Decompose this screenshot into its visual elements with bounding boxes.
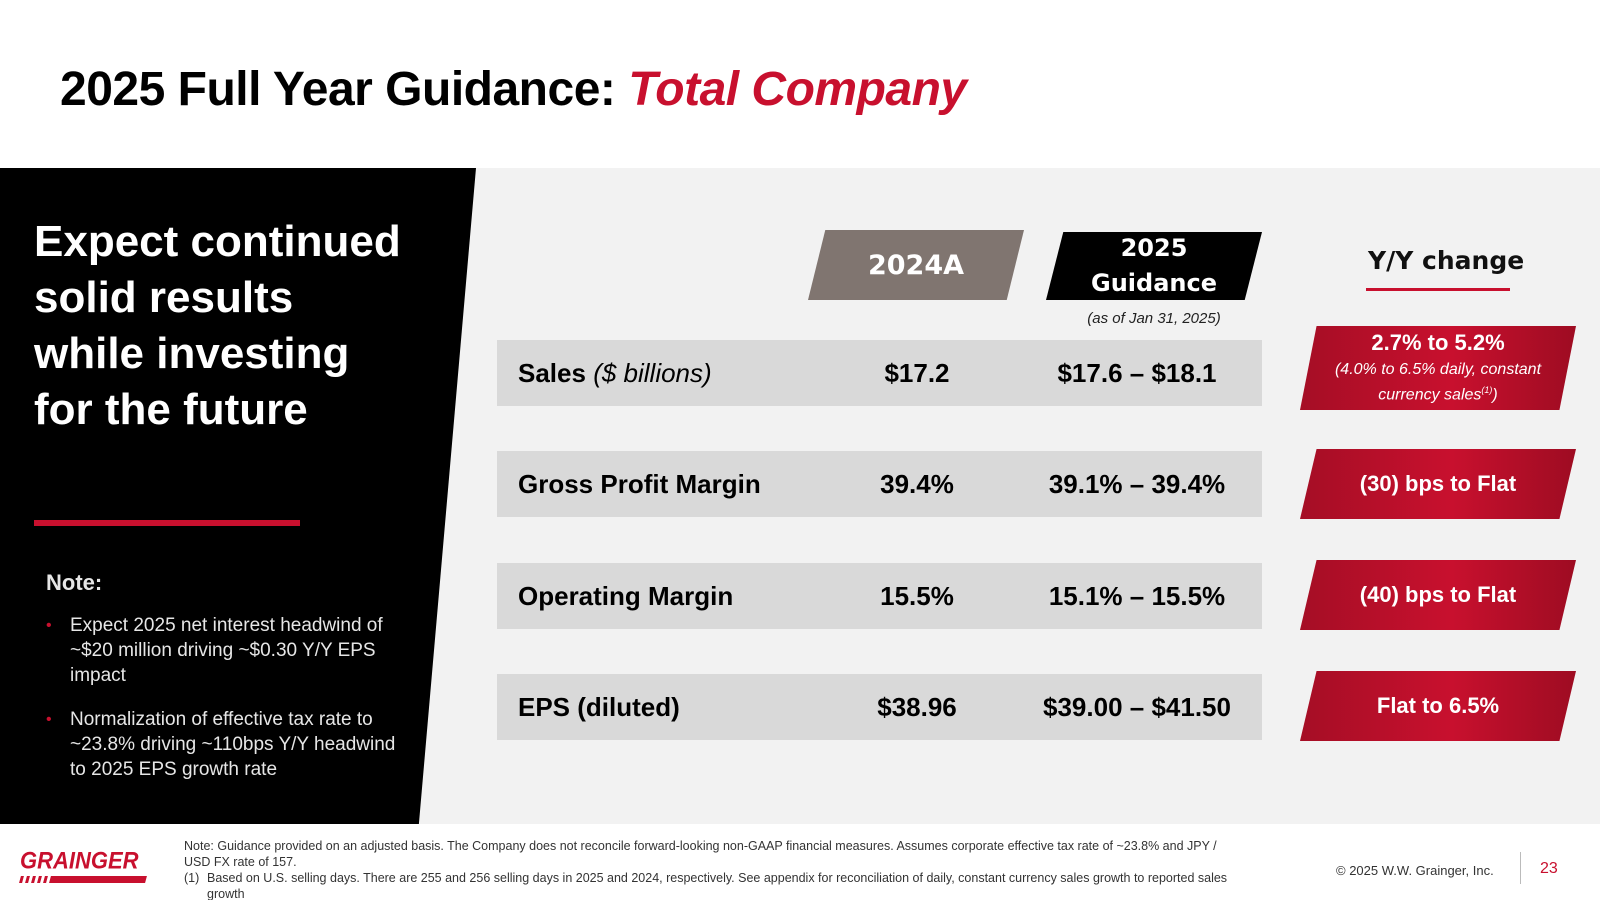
headline-underline <box>34 520 300 526</box>
value-2024a: 39.4% <box>880 469 954 499</box>
guidance-header-line1: 2025 <box>1120 234 1188 262</box>
headline: Expect continued solid results while inv… <box>34 217 401 434</box>
note-label: Note: <box>46 570 103 595</box>
yy-change-value: 2.7% to 5.2% <box>1371 330 1505 356</box>
copyright: © 2025 W.W. Grainger, Inc. <box>1336 863 1494 878</box>
value-2025-guidance: 15.1% – 15.5% <box>1048 581 1226 611</box>
yy-change-eps: Flat to 6.5% <box>1300 671 1576 741</box>
value-2025-guidance: 39.1% – 39.4% <box>1048 469 1226 499</box>
value-2025-guidance: $17.6 – $18.1 <box>1057 358 1217 388</box>
yy-change-note-end: ) <box>1492 386 1498 404</box>
note-bullet: Normalization of effective tax rate to ~… <box>46 707 396 782</box>
yy-change-note-text: (4.0% to 6.5% daily, constant currency s… <box>1334 361 1542 404</box>
table-row-sales: Sales ($ billions) $17.2 $17.6 – $18.1 <box>497 340 1262 406</box>
table-row-operating-margin: Operating Margin 15.5% 15.1% – 15.5% <box>497 563 1262 629</box>
logo-wordmark: GRAINGER <box>20 846 139 875</box>
footnote-text: Based on U.S. selling days. There are 25… <box>207 871 1228 900</box>
footnote-1: (1) Based on U.S. selling days. There ar… <box>184 870 1244 900</box>
footer-note: Note: Guidance provided on an adjusted b… <box>184 839 1217 869</box>
left-panel: Expect continued solid results while inv… <box>0 168 476 824</box>
note-bullets: Expect 2025 net interest headwind of ~$2… <box>46 613 396 801</box>
page-number: 23 <box>1540 860 1558 877</box>
footnote-ref: (1) <box>1481 385 1493 396</box>
row-label: EPS (diluted) <box>518 692 680 722</box>
guidance-as-of-date: (as of Jan 31, 2025) <box>1087 310 1221 327</box>
yy-change-operating-margin: (40) bps to Flat <box>1300 560 1576 630</box>
logo-stripes <box>19 876 160 883</box>
yy-change-value: Flat to 6.5% <box>1376 693 1500 718</box>
row-label-unit: ($ billions) <box>593 358 712 388</box>
column-header-2025-guidance: 2025 Guidance <box>1046 232 1262 300</box>
yy-change-sales: 2.7% to 5.2% (4.0% to 6.5% daily, consta… <box>1300 326 1576 410</box>
row-label: Operating Margin <box>518 581 734 611</box>
yy-change-note: (4.0% to 6.5% daily, constant currency s… <box>1328 360 1548 405</box>
yy-change-underline <box>1366 288 1510 291</box>
column-header-yy-change: Y/Y change <box>1368 246 1525 275</box>
value-2024a: 15.5% <box>880 581 954 611</box>
table-row-gross-profit-margin: Gross Profit Margin 39.4% 39.1% – 39.4% <box>497 451 1262 517</box>
title-accent: Total Company <box>628 63 967 116</box>
title-main: 2025 Full Year Guidance: <box>60 63 616 116</box>
value-2024a: $17.2 <box>884 358 950 388</box>
page-title: 2025 Full Year Guidance: Total Company <box>60 62 967 117</box>
column-header-2024a: 2024A <box>808 230 1024 300</box>
footer-divider <box>1520 852 1521 884</box>
row-label: Gross Profit Margin <box>518 469 761 499</box>
yy-change-value: (40) bps to Flat <box>1359 582 1517 607</box>
value-2024a: $38.96 <box>877 692 957 722</box>
yy-change-value: (30) bps to Flat <box>1359 471 1517 496</box>
row-label-text: Sales <box>518 358 586 388</box>
footnotes: Note: Guidance provided on an adjusted b… <box>184 838 1244 900</box>
value-2025-guidance: $39.00 – $41.50 <box>1043 692 1231 722</box>
guidance-header-line2: Guidance <box>1091 269 1217 297</box>
row-label: Sales ($ billions) <box>518 340 712 406</box>
footnote-number: (1) <box>184 871 200 885</box>
note-bullet: Expect 2025 net interest headwind of ~$2… <box>46 613 396 688</box>
yy-change-gross-profit-margin: (30) bps to Flat <box>1300 449 1576 519</box>
table-row-eps: EPS (diluted) $38.96 $39.00 – $41.50 <box>497 674 1262 740</box>
grainger-logo: GRAINGER <box>19 846 160 883</box>
